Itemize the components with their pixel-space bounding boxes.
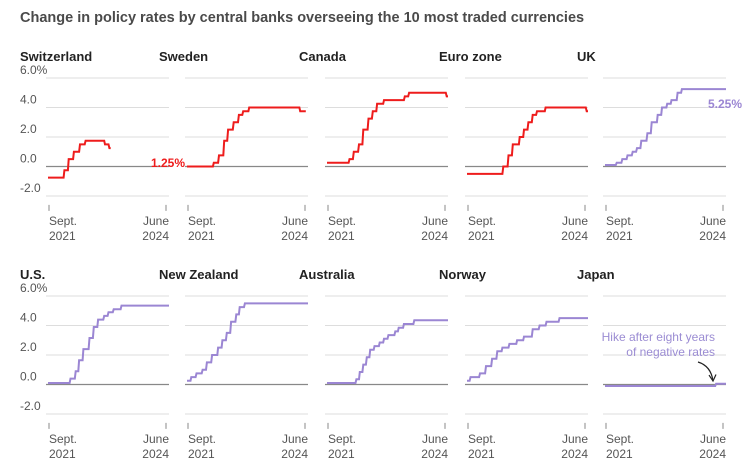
panel-title: New Zealand [159, 267, 239, 282]
panel-title: UK [577, 49, 596, 64]
y-tick-label: 2.0 [20, 122, 37, 136]
x-tick-label: 2024 [421, 229, 448, 243]
x-tick-label: 2021 [468, 447, 495, 461]
x-tick-label: June [143, 214, 169, 228]
x-tick-label: Sept. [606, 432, 634, 446]
panel-title: Canada [299, 49, 347, 64]
x-tick-label: June [422, 432, 448, 446]
x-tick-label: 2024 [421, 447, 448, 461]
series-line [187, 106, 306, 168]
series-line [327, 319, 448, 384]
x-tick-label: 2024 [281, 447, 308, 461]
annotation-arrow [697, 361, 714, 382]
panel-title: Euro zone [439, 49, 502, 64]
x-tick-label: June [562, 214, 588, 228]
series-line [605, 88, 726, 166]
x-tick-label: June [700, 214, 726, 228]
x-tick-label: June [282, 432, 308, 446]
x-tick-label: 2021 [49, 447, 76, 461]
y-tick-label: 6.0% [20, 281, 48, 295]
y-tick-label: 4.0 [20, 311, 37, 325]
series-line [467, 317, 588, 382]
x-tick-label: Sept. [328, 214, 356, 228]
x-tick-label: Sept. [606, 214, 634, 228]
x-tick-label: 2021 [606, 447, 633, 461]
annotation-text: of negative rates [626, 345, 715, 359]
y-tick-label: 0.0 [20, 152, 37, 166]
y-tick-label: -2.0 [20, 399, 41, 413]
series-line [605, 382, 726, 387]
series-line [467, 106, 588, 175]
x-tick-label: June [422, 214, 448, 228]
x-tick-label: June [282, 214, 308, 228]
x-tick-label: June [562, 432, 588, 446]
panel-title: Switzerland [20, 49, 92, 64]
x-tick-label: Sept. [468, 214, 496, 228]
series-line [48, 304, 169, 384]
panel-title: Japan [577, 267, 615, 282]
x-tick-label: Sept. [49, 432, 77, 446]
y-tick-label: 4.0 [20, 93, 37, 107]
end-label: 5.25% [708, 97, 742, 111]
panel-title: Sweden [159, 49, 208, 64]
panel-title: Norway [439, 267, 487, 282]
annotation-text: Hike after eight years [602, 330, 715, 344]
series-line [327, 91, 448, 164]
annotation-arrowhead [708, 374, 717, 383]
x-tick-label: 2021 [468, 229, 495, 243]
panel-title: U.S. [20, 267, 45, 282]
x-tick-label: June [700, 432, 726, 446]
x-tick-label: 2024 [142, 447, 169, 461]
x-tick-label: June [143, 432, 169, 446]
y-tick-label: 0.0 [20, 370, 37, 384]
series-line [187, 302, 308, 382]
panel-title: Australia [299, 267, 355, 282]
x-tick-label: Sept. [328, 432, 356, 446]
x-tick-label: 2021 [188, 447, 215, 461]
end-label: 1.25% [151, 156, 185, 170]
x-tick-label: Sept. [49, 214, 77, 228]
y-tick-label: -2.0 [20, 181, 41, 195]
x-tick-label: 2024 [281, 229, 308, 243]
x-tick-label: Sept. [188, 432, 216, 446]
x-tick-label: 2024 [699, 229, 726, 243]
x-tick-label: 2021 [328, 447, 355, 461]
x-tick-label: 2021 [328, 229, 355, 243]
x-tick-label: 2024 [561, 229, 588, 243]
y-tick-label: 2.0 [20, 340, 37, 354]
small-multiples-grid: Switzerland6.0%4.02.00.0-2.0Sept.2021Jun… [20, 49, 742, 461]
series-line [48, 139, 111, 179]
x-tick-label: 2021 [49, 229, 76, 243]
x-tick-label: 2024 [561, 447, 588, 461]
chart-title: Change in policy rates by central banks … [20, 10, 584, 26]
y-tick-label: 6.0% [20, 63, 48, 77]
x-tick-label: Sept. [188, 214, 216, 228]
x-tick-label: 2021 [606, 229, 633, 243]
x-tick-label: 2024 [699, 447, 726, 461]
x-tick-label: Sept. [468, 432, 496, 446]
x-tick-label: 2021 [188, 229, 215, 243]
x-tick-label: 2024 [142, 229, 169, 243]
